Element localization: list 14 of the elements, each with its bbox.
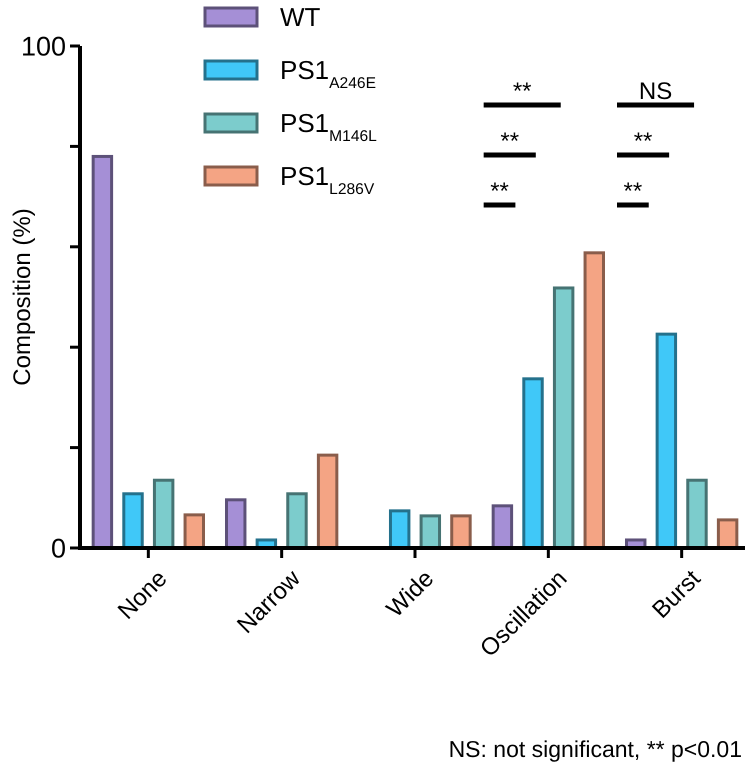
legend-label: PS1$_{L286V}$: [280, 161, 375, 198]
annotation: **: [624, 178, 642, 205]
annotation: **: [500, 128, 520, 155]
legend-label: PS1$_{A246E}$: [280, 55, 376, 92]
annotation: **: [512, 78, 532, 105]
y-tick-label: 100: [20, 31, 66, 62]
text: NS: not significant, ** p<0.01: [448, 736, 742, 762]
annotation: **: [490, 178, 509, 205]
legend-label: PS1$_{M146L}$: [280, 108, 378, 145]
y-tick-label: 0: [50, 533, 66, 564]
annotation: **: [634, 128, 652, 155]
annotation: NS: [638, 78, 672, 105]
legend-label: WT: [280, 2, 321, 32]
y-axis-title: Composition (%): [9, 208, 36, 386]
